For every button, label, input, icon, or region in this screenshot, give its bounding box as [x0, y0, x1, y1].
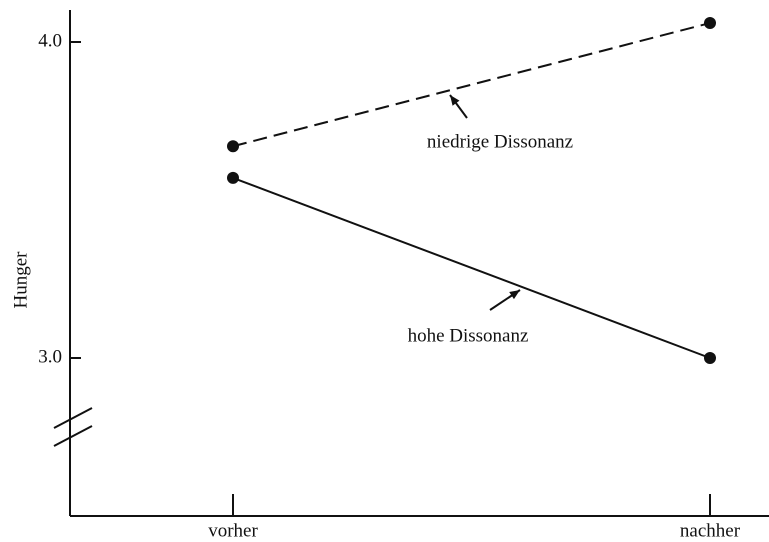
y-tick-label: 4.0 [38, 30, 62, 51]
marker [227, 171, 239, 184]
axis-break [53, 407, 93, 447]
x-tick-label: nachher [680, 520, 741, 541]
marker [704, 17, 716, 30]
series-line [232, 22, 711, 148]
series-line [232, 176, 711, 359]
series-label: niedrige Dissonanz [427, 131, 573, 152]
break-slash [53, 407, 93, 429]
series-label: hohe Dissonanz [408, 325, 529, 346]
marker [227, 140, 239, 153]
arrow-head [509, 290, 520, 300]
y-tick-label: 3.0 [38, 346, 62, 367]
y-axis-label: Hunger [10, 251, 31, 309]
break-slash [53, 425, 93, 447]
marker [704, 352, 716, 364]
x-tick-label: vorher [208, 520, 258, 541]
arrow-head [450, 95, 460, 106]
